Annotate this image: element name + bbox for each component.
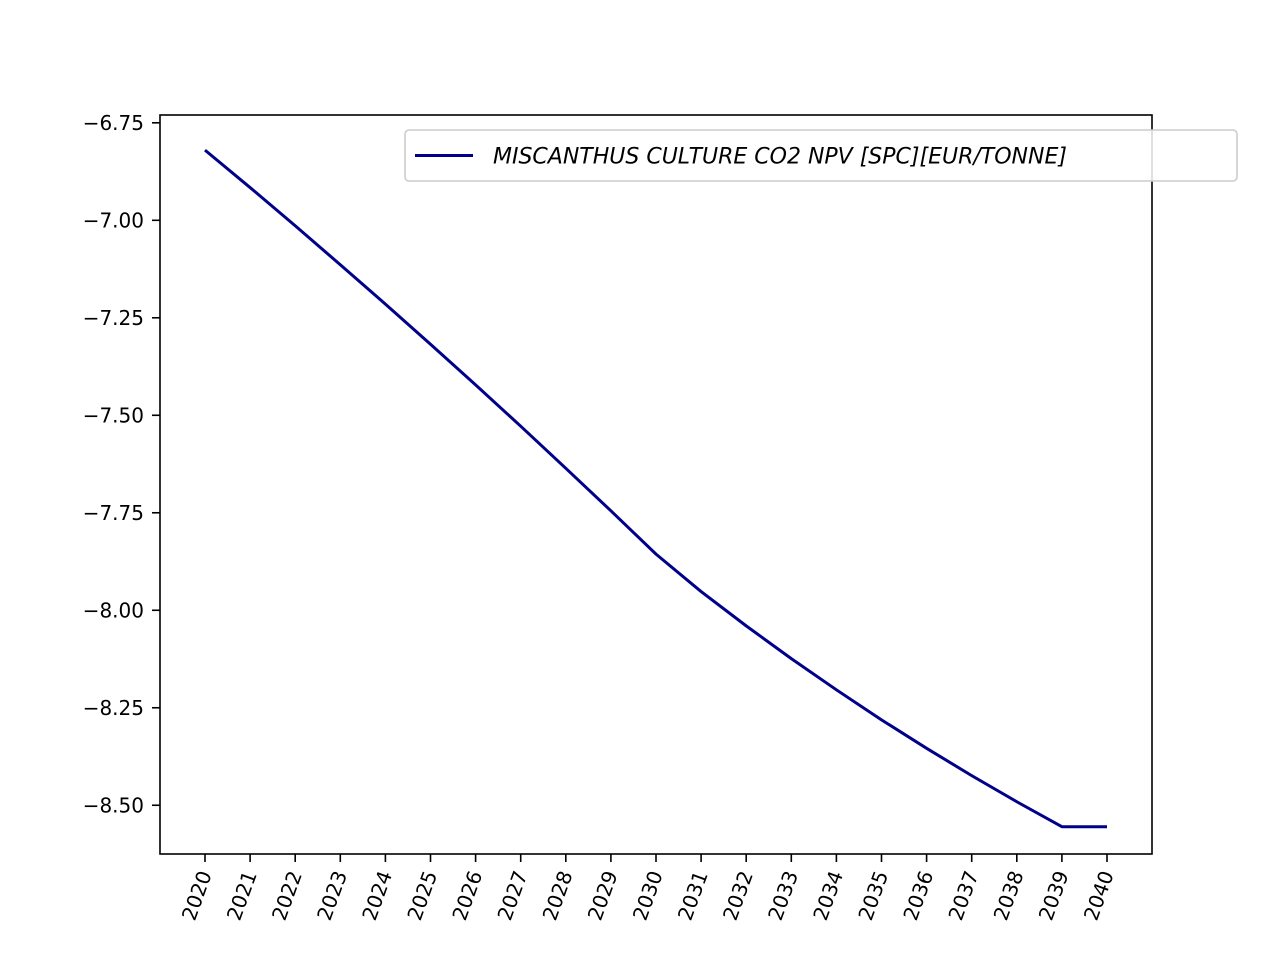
y-tick-label: −8.25 <box>83 696 144 720</box>
y-tick-label: −7.25 <box>83 306 144 330</box>
legend-box <box>404 129 1238 182</box>
y-tick-label: −7.75 <box>83 501 144 525</box>
legend: MISCANTHUS CULTURE CO2 NPV [SPC][EUR/TON… <box>404 129 1238 182</box>
y-tick-label: −7.50 <box>83 403 144 427</box>
series-line-0 <box>204 148 1107 829</box>
legend-label: MISCANTHUS CULTURE CO2 NPV [SPC][EUR/TON… <box>493 145 1067 170</box>
y-tick-label: −7.00 <box>83 208 144 232</box>
y-tick-label: −8.50 <box>83 793 144 817</box>
plot-area <box>204 148 1107 829</box>
y-tick-label: −8.00 <box>83 598 144 622</box>
y-tick-label: −6.75 <box>83 111 144 135</box>
